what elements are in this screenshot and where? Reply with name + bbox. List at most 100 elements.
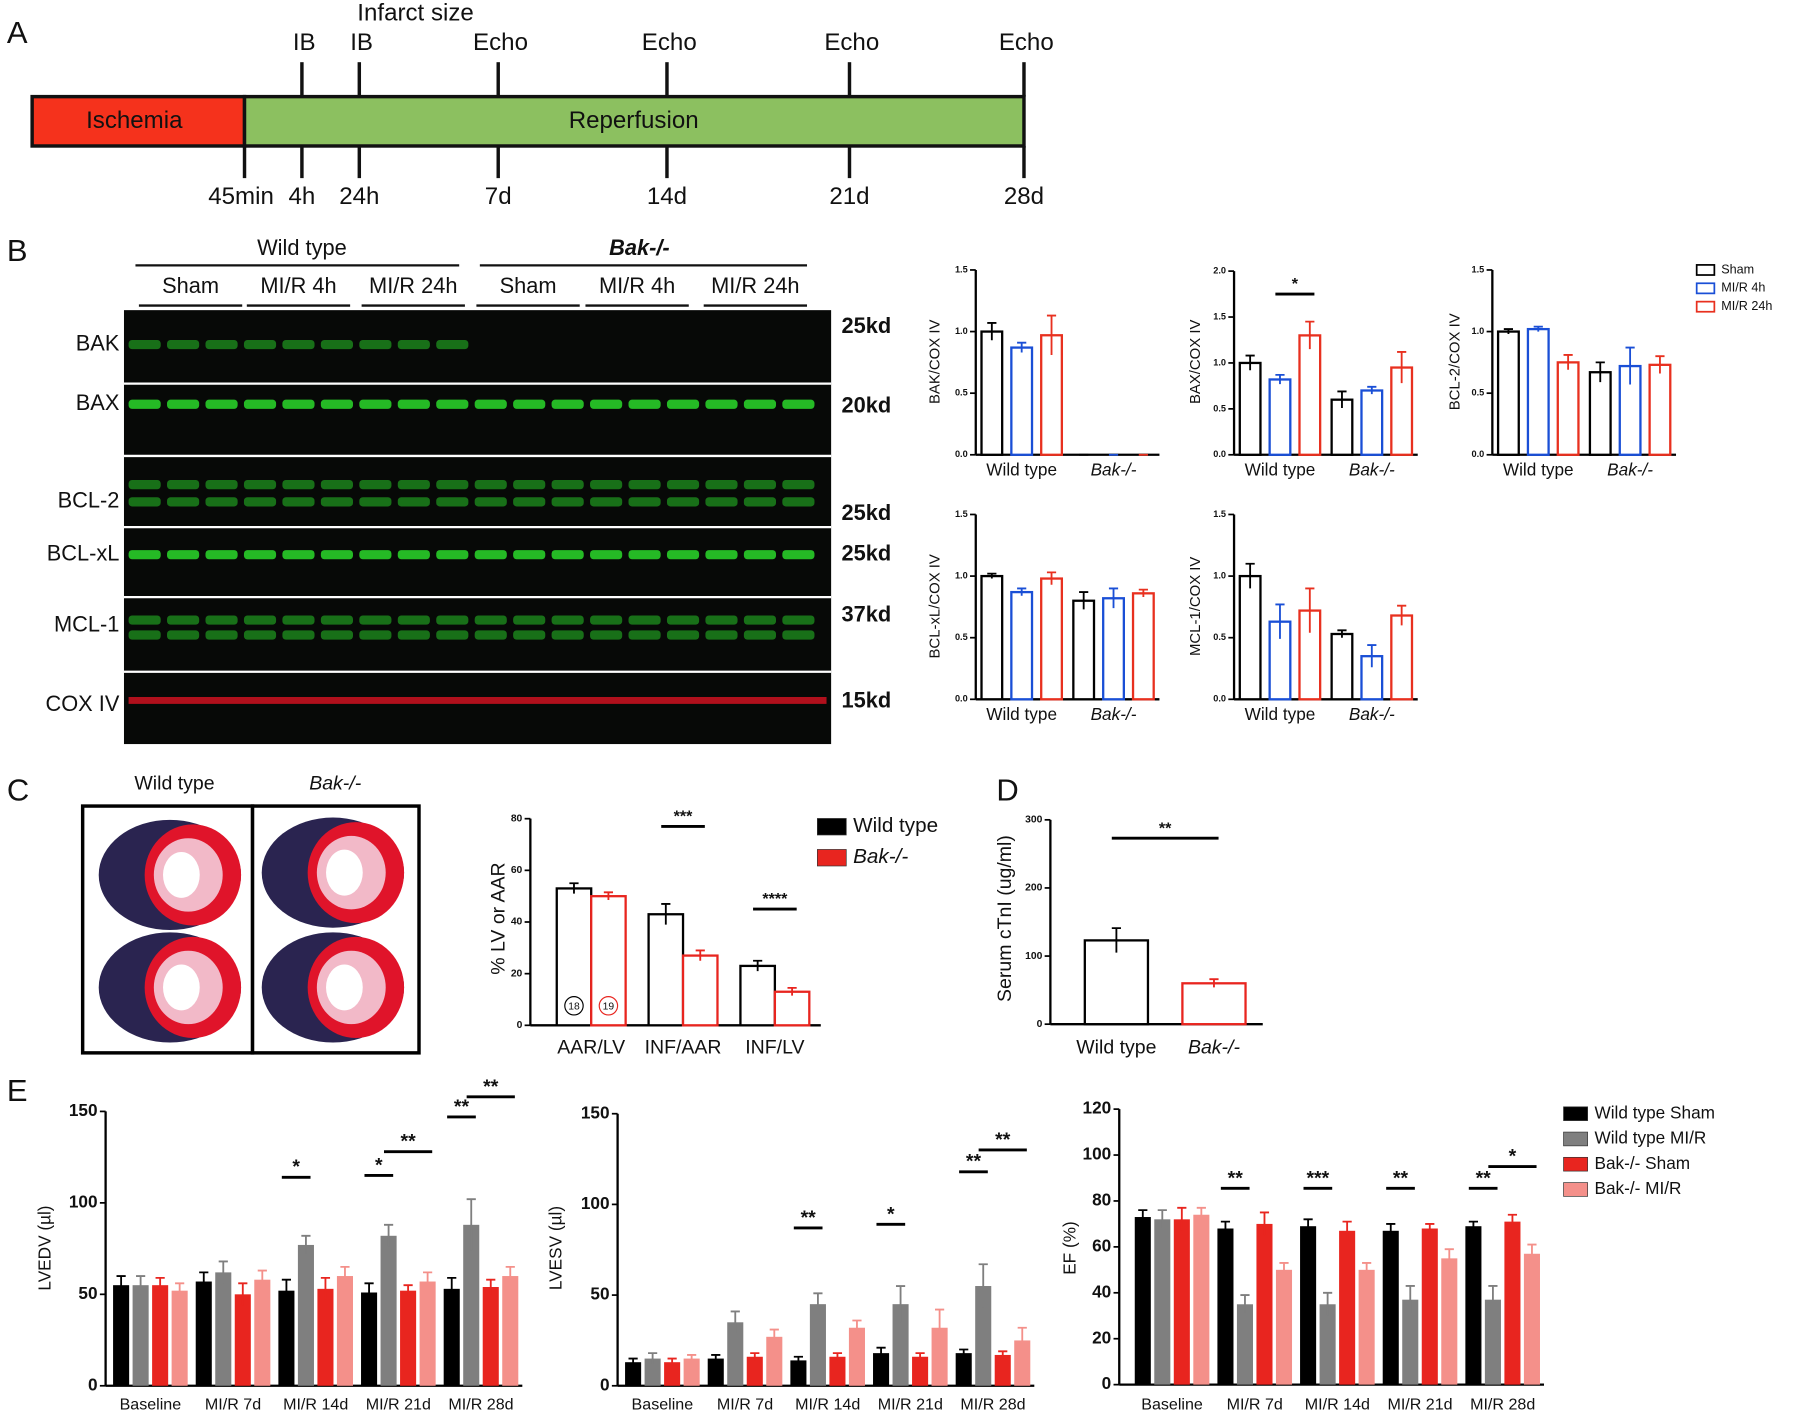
bar [1193,1214,1210,1385]
significance-label: ** [966,1151,982,1173]
bar [707,1358,724,1386]
blot-band [128,339,161,350]
y-tick-label: 80 [511,813,523,824]
bar [766,1336,783,1386]
blot-band [282,550,315,560]
x-tick-label: Wild type [1076,1036,1156,1058]
bar [1014,1340,1031,1386]
bar [1402,1299,1419,1385]
x-tick-label: MI/R 21d [878,1396,943,1414]
significance-label: ** [1476,1167,1492,1189]
y-tick-label: 0.0 [1472,449,1485,459]
group-header: Sham [162,273,219,298]
x-tick-label: Bak-/- [1188,1036,1241,1058]
blot-band [551,550,584,560]
time-label: 14d [647,183,687,210]
bar [1083,939,1150,1026]
blot-band [628,399,661,409]
error-bar [423,1271,433,1291]
blot-band [205,550,238,560]
y-tick-label: 300 [1025,815,1042,826]
bar [254,1279,271,1386]
bar [1010,590,1034,701]
blot-band [397,497,430,507]
error-bar [753,959,763,972]
y-tick-label: 1.0 [1213,571,1226,581]
y-axis-label: BAK/COX IV [927,319,944,404]
error-bar [1337,629,1347,638]
blot-band [436,480,469,490]
blot-row-label: BCL-xL [47,540,120,565]
y-tick-label: 0 [88,1374,98,1394]
x-tick-label: Baseline [632,1396,694,1414]
y-tick-label: 0.5 [1213,632,1226,642]
y-tick-label: 1.0 [955,326,968,336]
blot-band [551,630,584,640]
error-bar [687,1354,697,1363]
blot-band [436,497,469,507]
bar [195,1281,212,1386]
error-bar [959,1348,969,1357]
significance-label: * [375,1154,383,1176]
blot-band [205,480,238,490]
blot-band [513,550,546,560]
blot-band [743,399,777,409]
error-bar [1046,571,1057,585]
blot-band [397,399,430,409]
blot-row-label: BCL-2 [58,488,120,513]
blot-band [167,630,200,640]
error-bar [199,1271,209,1291]
y-axis-label: Serum cTnI (ug/ml) [994,835,1016,1002]
legend-label: MI/R 4h [1721,281,1765,295]
bar [1072,599,1096,701]
blot-band [436,339,469,350]
y-axis-label: MCL-1/COX IV [1187,557,1204,656]
error-bar [998,1350,1008,1359]
error-bar [793,1355,803,1365]
bar [848,1327,865,1386]
blot-band [128,615,161,625]
bar [994,1354,1011,1386]
blot-band [436,630,469,640]
event-label: Echo [642,29,697,56]
legend-swatch [1695,300,1716,313]
bar [317,1288,334,1386]
error-bar [1367,644,1377,668]
error-bar [403,1284,413,1297]
x-tick-label: MI/R 7d [1227,1396,1283,1414]
y-axis-label: BAX/COX IV [1187,319,1204,404]
panel-label: B [7,233,28,268]
blot-band [666,630,700,640]
blot-row-label: COX IV [45,691,119,716]
significance-label: *** [674,808,694,826]
x-tick-label: Bak-/- [1349,704,1395,724]
y-tick-label: 100 [69,1191,98,1211]
bar [1238,574,1262,701]
error-bar [1655,355,1665,374]
y-tick-label: 1.5 [1472,264,1485,274]
y-tick-label: 0 [600,1374,610,1394]
bar [1556,361,1580,456]
bar [1330,632,1354,701]
error-bar [257,1269,267,1289]
significance-label: *** [1306,1167,1329,1189]
y-axis-label: % LV or AAR [488,862,510,974]
bar [1441,1258,1458,1385]
bar [1648,363,1672,456]
group-header: Sham [500,273,557,298]
y-tick-label: 100 [1083,1144,1112,1164]
bar [463,1224,480,1386]
y-tick-label: 100 [581,1193,610,1213]
blot-band [205,497,238,507]
error-bar [1468,1220,1478,1231]
panel-label: D [996,772,1018,807]
error-bar [1362,1262,1372,1277]
bar [931,1327,948,1386]
blot-band [590,550,623,560]
blot-band [397,630,430,640]
bar [419,1281,436,1386]
error-bar [1305,587,1315,633]
panel-label: C [7,772,29,807]
bar [482,1287,499,1386]
heart-section [163,851,200,898]
